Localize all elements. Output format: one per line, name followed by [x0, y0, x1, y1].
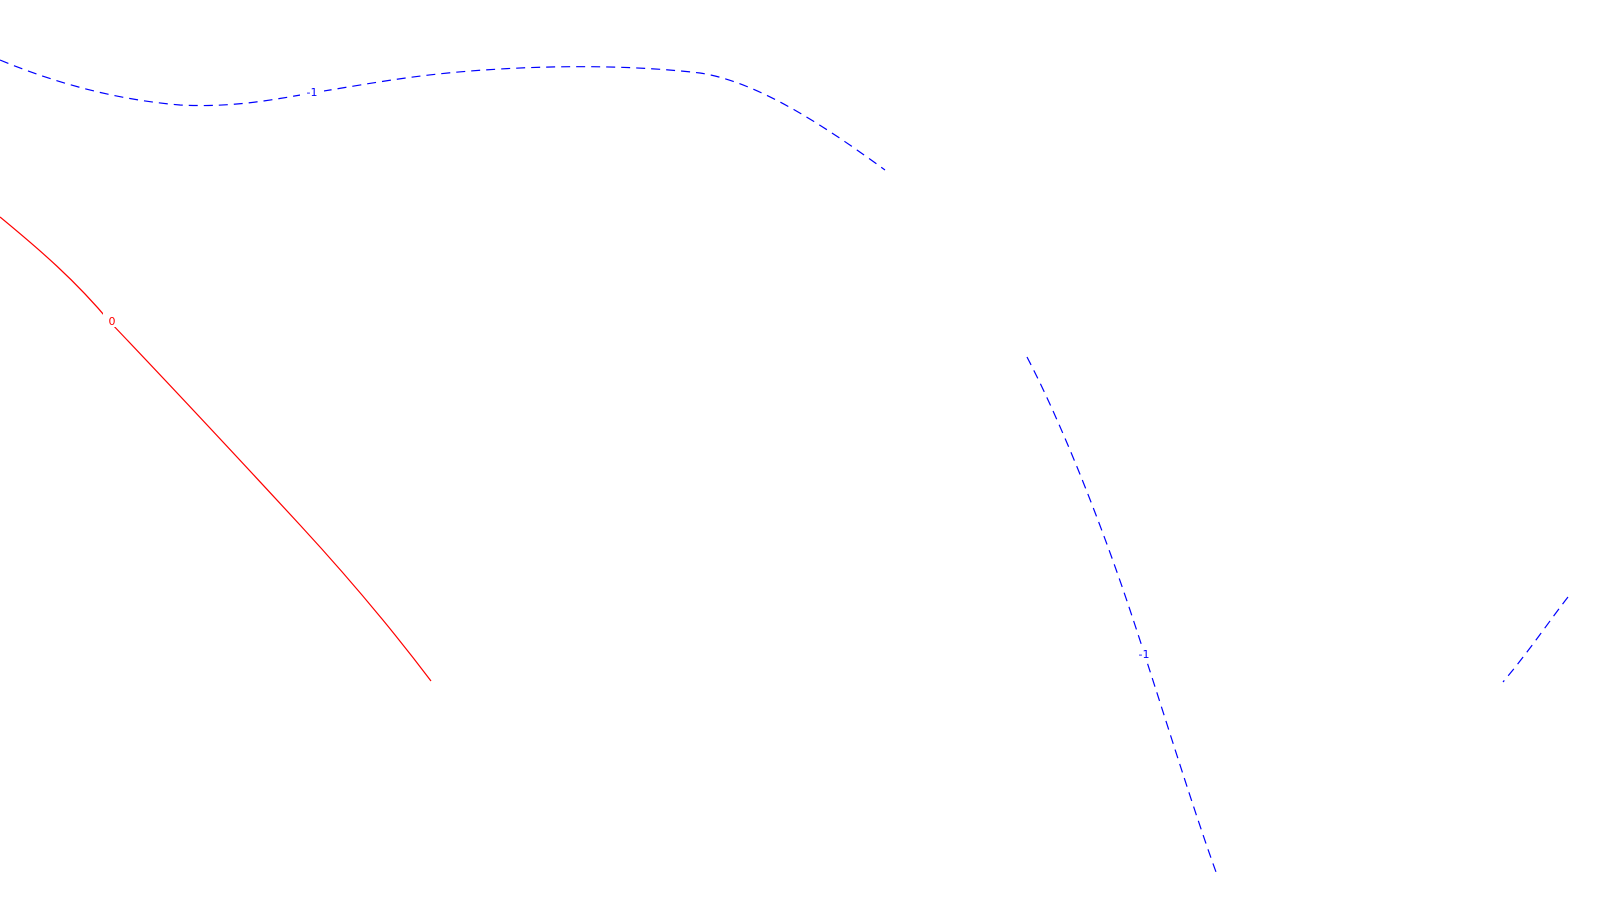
contour-line-zero: [0, 216, 432, 682]
label-mask-zero: [103, 313, 121, 327]
contour-label-top: -1: [307, 86, 318, 99]
contour-line-neg1-right: [1502, 596, 1569, 683]
contour-label-zero: 0: [109, 315, 116, 328]
contour-label-mid: -1: [1139, 648, 1150, 661]
contour-line-neg1-mid: [1026, 356, 1217, 873]
contour-line-neg1-top: [0, 59, 886, 171]
label-mask-mid: [1133, 647, 1155, 661]
label-mask-top: [300, 85, 324, 99]
